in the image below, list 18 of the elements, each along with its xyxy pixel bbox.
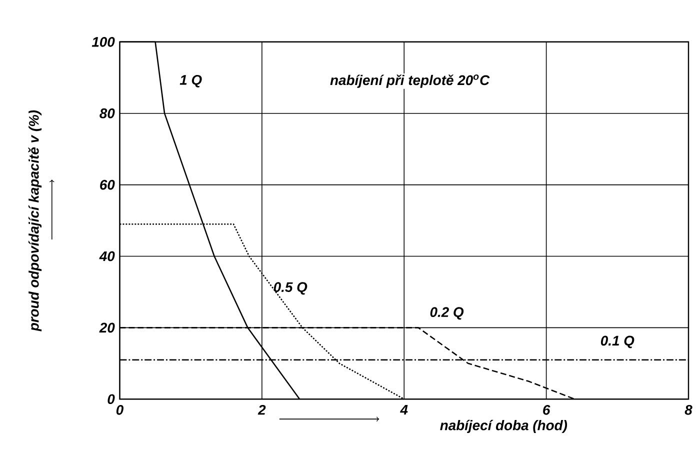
series-label: 0.5 Q: [274, 282, 308, 295]
y-tick-label: 80: [100, 108, 115, 118]
y-tick-label: 100: [92, 36, 115, 47]
annotation: nabíjení při teplotě 20$^{o}$C: [330, 74, 490, 88]
x-tick-label: 4: [400, 404, 408, 415]
y-tick-label: 0: [108, 394, 115, 404]
y-axis-title: proud odpovídající kapacitě v (%): [28, 110, 42, 332]
series-label: 0.1 Q: [600, 336, 634, 348]
series-label: 1 Q: [180, 74, 202, 88]
x-tick-label: 6: [543, 404, 550, 415]
x-tick-label: 8: [684, 404, 692, 415]
y-tick-label: 20: [99, 322, 115, 333]
x-tick-label: 0: [116, 404, 124, 415]
x-tick-label: 2: [258, 404, 266, 415]
x-axis-title: nabíjecí doba (hod): [440, 420, 568, 434]
y-tick-label: 60: [100, 180, 115, 190]
y-tick-label: 40: [99, 251, 115, 262]
series-label: 0.2 Q: [430, 307, 464, 320]
